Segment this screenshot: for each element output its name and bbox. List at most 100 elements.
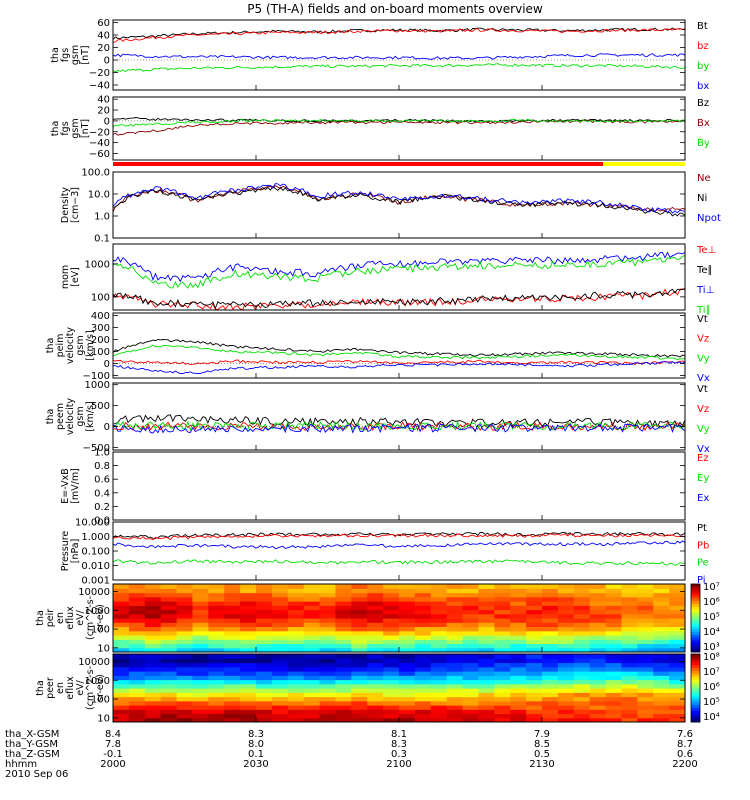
ytick-label: 0.2 bbox=[94, 502, 110, 513]
heatmap-cell bbox=[653, 605, 670, 611]
heatmap-cell bbox=[208, 630, 225, 636]
heatmap-cell bbox=[573, 592, 591, 598]
heatmap-cell bbox=[446, 622, 464, 628]
heatmap-cell bbox=[589, 584, 607, 589]
ytick-label: 0.4 bbox=[94, 488, 110, 499]
heatmap-cell bbox=[208, 692, 225, 698]
heatmap-cell bbox=[256, 683, 273, 689]
heatmap-cell bbox=[446, 618, 464, 623]
heatmap-cell bbox=[478, 618, 495, 623]
heatmap-cell bbox=[446, 592, 464, 598]
heatmap-cell bbox=[383, 592, 400, 598]
heatmap-cell bbox=[335, 643, 352, 649]
heatmap-cell bbox=[653, 613, 670, 619]
heatmap-cell bbox=[510, 654, 527, 659]
heatmap-cell bbox=[637, 700, 654, 706]
heatmap-cell bbox=[557, 647, 575, 652]
heatmap-cell bbox=[208, 584, 225, 589]
heatmap-cell bbox=[319, 666, 337, 672]
heatmap-cell bbox=[462, 654, 480, 659]
heatmap-cell bbox=[224, 696, 241, 702]
series-peim_velocity-2 bbox=[113, 344, 685, 360]
heatmap-cell bbox=[271, 700, 289, 706]
xaxis-value: 8.4 bbox=[105, 729, 121, 740]
heatmap-cell bbox=[526, 683, 543, 689]
heatmap-cell bbox=[319, 635, 337, 640]
heatmap-cell bbox=[208, 596, 225, 602]
heatmap-cell bbox=[287, 647, 305, 652]
heatmap-cell bbox=[256, 658, 273, 664]
legend-e_vxb-2: Ex bbox=[697, 493, 709, 504]
heatmap-cell bbox=[144, 605, 162, 611]
heatmap-cell bbox=[542, 588, 559, 594]
heatmap-cell bbox=[510, 609, 527, 615]
heatmap-cell bbox=[319, 626, 337, 632]
heatmap-cell bbox=[637, 679, 654, 685]
heatmap-cell bbox=[478, 592, 495, 598]
heatmap-cell bbox=[573, 713, 591, 719]
ytick-label: 0.010 bbox=[81, 561, 110, 572]
legend-pressure-0: Pt bbox=[697, 523, 707, 534]
heatmap-cell bbox=[335, 662, 352, 668]
heatmap-cell bbox=[176, 658, 194, 664]
heatmap-cell bbox=[240, 696, 257, 702]
colorbar-step bbox=[691, 676, 700, 680]
heatmap-cell bbox=[542, 700, 559, 706]
heatmap-cell bbox=[446, 643, 464, 649]
heatmap-cell bbox=[653, 700, 670, 706]
heatmap-cell bbox=[144, 601, 162, 606]
ylabel-line: peim bbox=[55, 334, 66, 358]
heatmap-cell bbox=[542, 605, 559, 611]
ylabel-line: tha bbox=[35, 680, 46, 696]
heatmap-cell bbox=[446, 601, 464, 606]
heatmap-cell bbox=[128, 696, 146, 702]
heatmap-cell bbox=[367, 700, 384, 706]
legend-e_vxb-0: Ez bbox=[697, 453, 709, 464]
heatmap-cell bbox=[542, 654, 559, 659]
heatmap-cell bbox=[271, 618, 289, 623]
heatmap-cell bbox=[383, 683, 400, 689]
heatmap-cell bbox=[494, 688, 511, 693]
heatmap-cell bbox=[224, 658, 241, 664]
heatmap-cell bbox=[144, 596, 162, 602]
heatmap-cell bbox=[351, 692, 368, 698]
heatmap-cell bbox=[240, 613, 257, 619]
heatmap-cell bbox=[494, 618, 511, 623]
heatmap-cell bbox=[319, 605, 337, 611]
heatmap-cell bbox=[669, 679, 685, 685]
colorbar-step bbox=[691, 615, 700, 619]
heatmap-cell bbox=[446, 639, 464, 645]
xaxis-value: 0.5 bbox=[534, 749, 550, 760]
heatmap-cell bbox=[573, 692, 591, 698]
heatmap-cell bbox=[621, 647, 638, 652]
heatmap-cell bbox=[144, 713, 162, 719]
heatmap-cell bbox=[287, 713, 305, 719]
heatmap-cell bbox=[256, 584, 273, 589]
heatmap-cell bbox=[176, 705, 194, 710]
heatmap-cell bbox=[430, 683, 448, 689]
heatmap-cell bbox=[557, 643, 575, 649]
heatmap-cell bbox=[494, 700, 511, 706]
ylabel-line: eflux bbox=[65, 606, 76, 630]
heatmap-cell bbox=[637, 709, 654, 715]
heatmap-cell bbox=[430, 696, 448, 702]
heatmap-cell bbox=[351, 613, 368, 619]
heatmap-cell bbox=[510, 596, 527, 602]
series-peim_velocity-1 bbox=[113, 359, 685, 366]
heatmap-cell bbox=[128, 717, 146, 722]
heatmap-cell bbox=[446, 588, 464, 594]
heatmap-cell bbox=[494, 601, 511, 606]
heatmap-cell bbox=[335, 654, 352, 659]
heatmap-cell bbox=[176, 596, 194, 602]
heatmap-cell bbox=[144, 626, 162, 632]
heatmap-cell bbox=[256, 601, 273, 606]
heatmap-cell bbox=[224, 584, 241, 589]
heatmap-cell bbox=[462, 639, 480, 645]
series-pressure-2 bbox=[113, 559, 685, 566]
heatmap-cell bbox=[399, 630, 416, 636]
heatmap-cell bbox=[271, 596, 289, 602]
heatmap-cell bbox=[526, 688, 543, 693]
heatmap-cell bbox=[414, 609, 432, 615]
heatmap-cell bbox=[430, 588, 448, 594]
heatmap-cell bbox=[605, 605, 623, 611]
